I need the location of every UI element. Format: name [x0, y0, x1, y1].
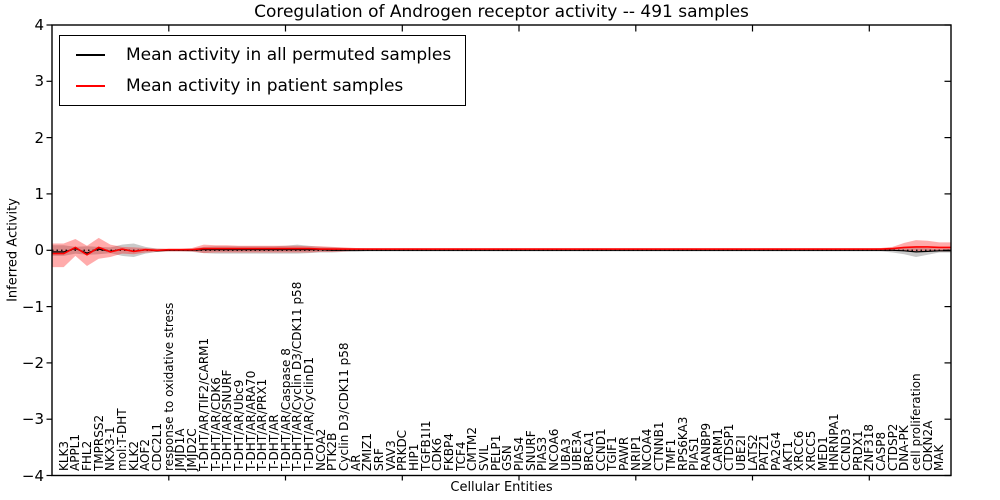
x-axis-label: Cellular Entities	[450, 480, 553, 495]
x-category-label: Cyclin D3/CDK11 p58	[336, 342, 351, 471]
y-tick-label: 3	[34, 72, 44, 91]
y-tick-label: −1	[21, 297, 44, 316]
patient-range-band	[52, 237, 951, 268]
y-tick-label: −3	[21, 410, 44, 429]
legend-line-black	[76, 54, 105, 56]
chart-title: Coregulation of Androgen receptor activi…	[254, 2, 749, 22]
x-category-label: UBE2I	[733, 435, 748, 471]
x-category-label: T-DHT/AR/Ubc9	[231, 379, 246, 471]
x-category-label: MAK	[932, 444, 947, 471]
y-tick-label: −2	[21, 353, 44, 372]
legend-item-permuted: Mean activity in all permuted samples	[76, 42, 451, 68]
legend: Mean activity in all permuted samples Me…	[59, 35, 467, 106]
legend-item-patient: Mean activity in patient samples	[76, 73, 451, 99]
y-tick-label: 0	[34, 241, 44, 260]
y-tick-label: 1	[34, 184, 44, 203]
y-tick-label: 4	[34, 16, 44, 34]
x-category-label: T-DHT/AR/TIF2/CARM1	[196, 337, 211, 471]
y-tick-label: −4	[21, 466, 44, 485]
patient-mean-line	[52, 246, 951, 256]
legend-label-permuted: Mean activity in all permuted samples	[126, 45, 452, 65]
x-category-label: TMF1	[663, 438, 678, 471]
x-category-label: T-DHT/AR	[266, 414, 281, 471]
permuted-mean-line	[52, 247, 951, 254]
y-tick-label: 2	[34, 128, 44, 147]
legend-label-patient: Mean activity in patient samples	[126, 76, 404, 96]
legend-line-red	[76, 85, 105, 87]
x-category-label: RANBP9	[698, 422, 713, 471]
